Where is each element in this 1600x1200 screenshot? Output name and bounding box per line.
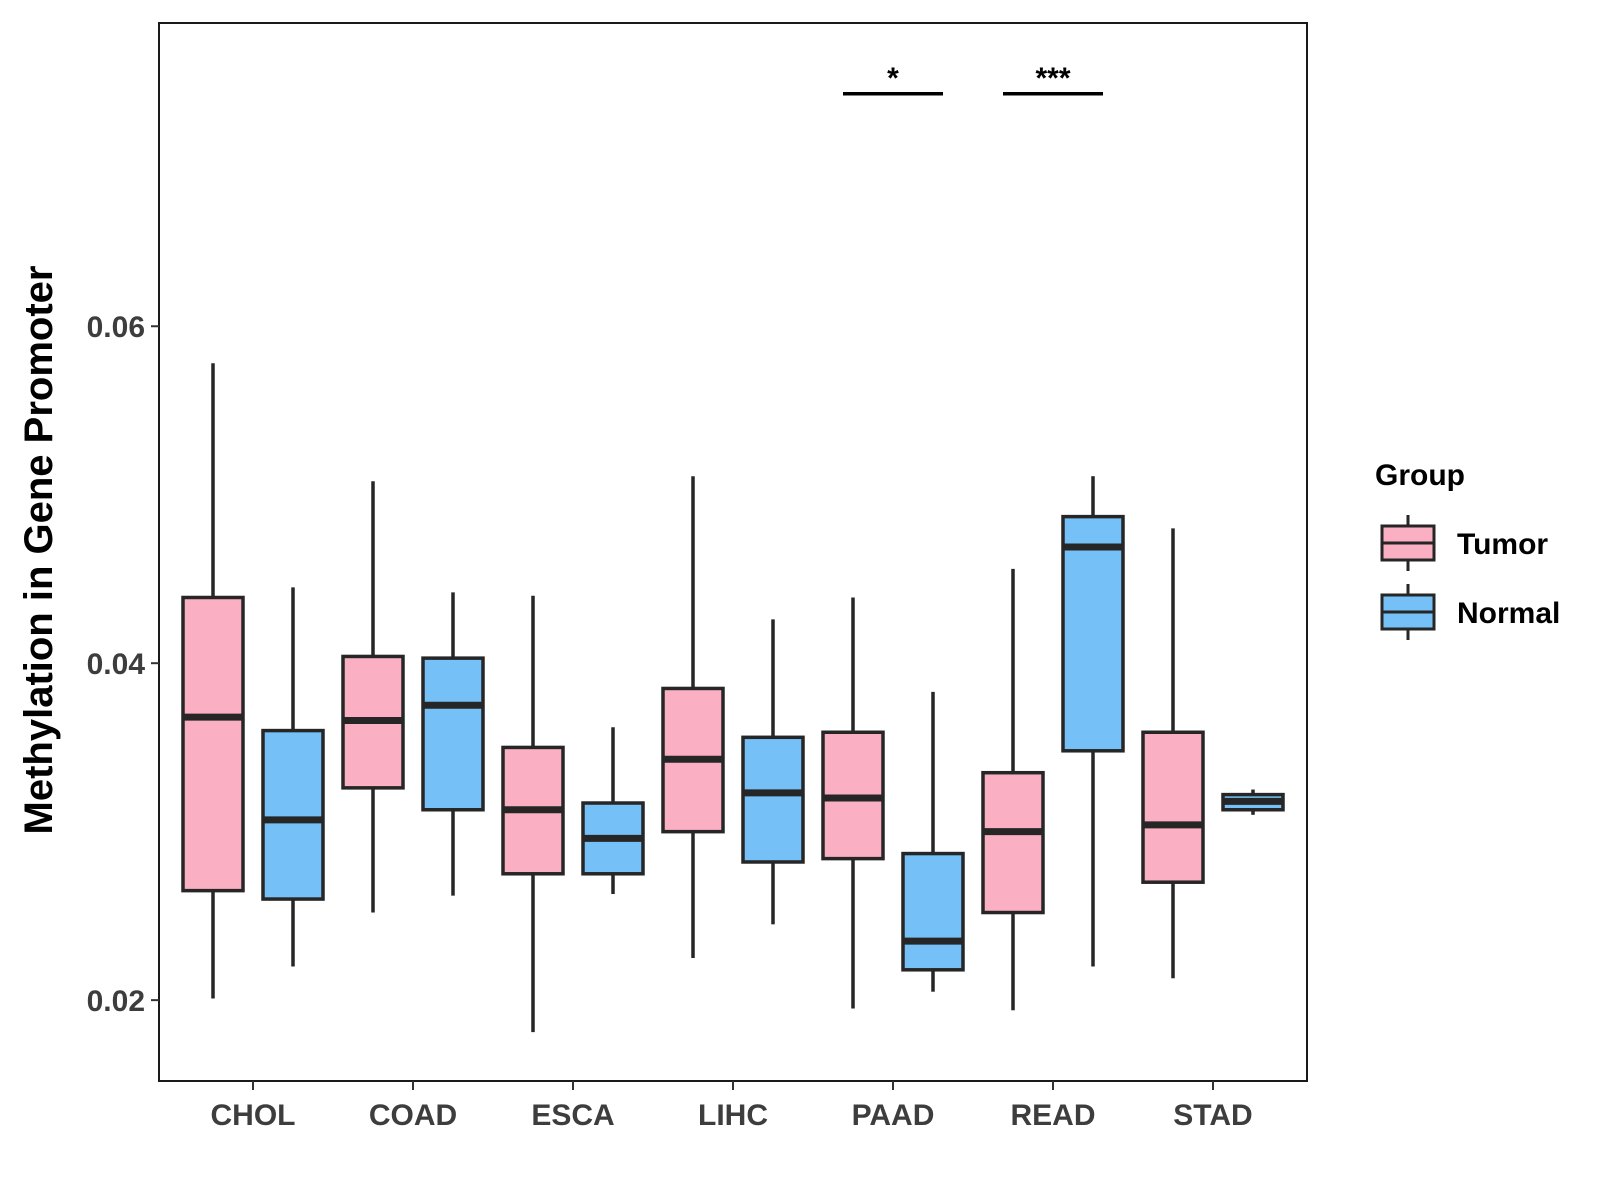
box-tumor-stad [1141, 528, 1205, 979]
box-normal-read [1061, 476, 1125, 967]
plot-area [158, 22, 1308, 1082]
x-tick-label-paad: PAAD [852, 1099, 935, 1132]
box-normal-coad [421, 592, 485, 896]
iqr-box [741, 735, 805, 864]
y-tick-label: 0.04 [87, 648, 146, 681]
box-series-layer [181, 363, 1285, 1033]
legend-label: Normal [1457, 597, 1560, 630]
iqr-box [981, 770, 1045, 915]
panel-border [158, 22, 1308, 1082]
y-axis-title: Methylation in Gene Promoter [17, 266, 61, 835]
box-tumor-chol [181, 363, 245, 999]
iqr-box [1141, 730, 1205, 884]
box-tumor-coad [341, 481, 405, 913]
legend-entry-normal: Normal [1380, 584, 1560, 640]
axes: 0.02 0.04 0.06 CHOL COAD ESCA LIHC PAAD READ STAD [87, 311, 1253, 1132]
box-tumor-paad [821, 597, 885, 1009]
box-normal-chol [261, 587, 325, 967]
box-normal-stad [1221, 789, 1285, 815]
significance-annotations: * *** [843, 62, 1103, 96]
x-tick-label-read: READ [1010, 1099, 1095, 1132]
x-tick-label-esca: ESCA [531, 1099, 614, 1132]
legend-label: Tumor [1457, 528, 1548, 561]
legend: Group Tumor Normal [1375, 459, 1560, 640]
iqr-box [261, 728, 325, 901]
box-normal-paad [901, 691, 965, 992]
iqr-box [181, 595, 245, 893]
box-normal-esca [581, 727, 645, 894]
legend-entry-tumor: Tumor [1380, 515, 1548, 571]
legend-title: Group [1375, 459, 1465, 492]
y-tick-label: 0.02 [87, 985, 145, 1018]
iqr-box [901, 851, 965, 972]
y-tick-label: 0.06 [87, 311, 145, 344]
iqr-box [421, 656, 485, 812]
significance-label: * [887, 62, 899, 95]
significance-label: *** [1035, 62, 1070, 95]
x-tick-label-lihc: LIHC [698, 1099, 768, 1132]
box-tumor-read [981, 568, 1045, 1011]
iqr-box [1061, 514, 1125, 753]
box-tumor-lihc [661, 476, 725, 959]
x-tick-label-stad: STAD [1173, 1099, 1252, 1132]
x-tick-label-coad: COAD [369, 1099, 457, 1132]
x-tick-label-chol: CHOL [211, 1099, 296, 1132]
box-tumor-esca [501, 595, 565, 1033]
box-normal-lihc [741, 619, 805, 925]
